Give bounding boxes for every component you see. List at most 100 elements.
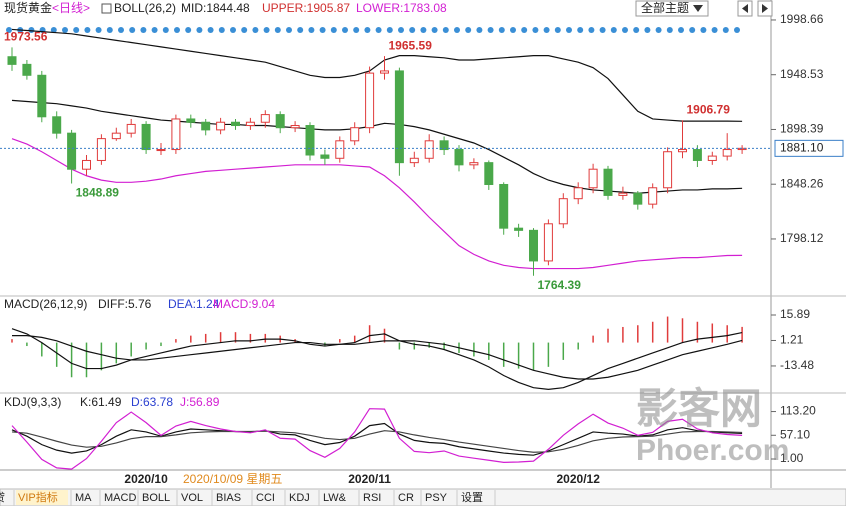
price-annotation: 1764.39 <box>538 278 582 292</box>
tab[interactable]: LW& <box>323 492 347 504</box>
marker-dot <box>554 27 561 33</box>
tab[interactable]: 设置 <box>461 491 483 504</box>
watermark-site: Phoer.com <box>636 434 789 467</box>
candle-body <box>82 159 91 170</box>
marker-dot <box>510 27 516 33</box>
candle-body <box>350 127 360 142</box>
tab[interactable]: CCI <box>256 492 275 504</box>
boll-line <box>11 138 743 270</box>
marker-dot <box>308 27 315 33</box>
candle-body <box>111 132 121 140</box>
marker-dot <box>342 27 348 33</box>
candle-body <box>618 192 628 196</box>
candle-body <box>320 154 330 159</box>
candle-body <box>260 114 270 123</box>
cursor-date: 2020/10/09 星期五 <box>183 472 282 486</box>
tab[interactable]: KDJ <box>289 492 310 504</box>
tab[interactable]: CR <box>398 492 414 504</box>
theme-dropdown[interactable] <box>635 0 709 17</box>
candle-body <box>126 123 136 134</box>
candle-body <box>737 147 747 151</box>
marker-dot <box>84 27 91 33</box>
candle-body <box>394 70 404 164</box>
y-tick-label: 1.00 <box>780 451 804 465</box>
marker-dot <box>577 27 584 33</box>
indicator-value: DEA:1.24 <box>168 297 220 311</box>
x-tick-label: 2020/10 <box>124 472 168 486</box>
dropdown-arrow <box>693 5 703 12</box>
candle-body <box>573 187 583 200</box>
marker-dot <box>174 27 180 33</box>
marker-dot <box>487 27 494 33</box>
tab[interactable]: MA <box>75 492 92 504</box>
marker-dot <box>106 27 113 33</box>
candle-body <box>7 56 17 65</box>
marker-dot <box>655 27 662 33</box>
candle-body <box>380 70 389 74</box>
marker-dot <box>95 27 102 33</box>
indicator-checkbox[interactable] <box>101 3 112 14</box>
tab[interactable]: RSI <box>363 492 381 504</box>
watermark-brand: 影客网 <box>636 385 762 432</box>
candle-body <box>67 132 77 170</box>
candle-body <box>52 116 62 134</box>
tab[interactable]: BIAS <box>216 492 241 504</box>
candle-body <box>424 140 434 159</box>
panel-title: MACD(26,12,9) <box>4 297 87 311</box>
candle-body <box>305 125 315 156</box>
candle-body <box>603 168 613 196</box>
marker-dot <box>454 27 460 33</box>
y-tick-label: 1.21 <box>780 333 804 347</box>
marker-dot <box>599 27 606 33</box>
candle-body <box>156 149 166 152</box>
header-text: BOLL(26,2) <box>114 1 176 15</box>
candle-body <box>171 118 181 151</box>
price-annotation: 1973.56 <box>4 30 48 44</box>
candle-body <box>409 157 419 164</box>
marker-dot <box>678 27 684 33</box>
marker-dot <box>700 27 707 33</box>
boll-line <box>11 99 743 194</box>
tab[interactable]: PSY <box>425 492 448 504</box>
tab[interactable]: 贷 <box>0 490 5 504</box>
marker-dot <box>532 27 539 33</box>
kdj-line <box>11 422 743 456</box>
header-text: UPPER:1905.87 <box>262 1 350 15</box>
candle-body <box>245 121 255 127</box>
marker-dot <box>498 27 505 33</box>
candle-body <box>186 118 196 123</box>
marker-dot <box>230 27 236 33</box>
marker-dot <box>644 27 651 33</box>
marker-dot <box>689 27 696 33</box>
theme-dropdown-label[interactable]: 全部主题 <box>641 0 689 15</box>
tab[interactable]: VIP指标 <box>18 490 58 504</box>
price-annotation: 1848.89 <box>76 186 120 200</box>
marker-dot <box>566 27 572 33</box>
marker-dot <box>722 27 729 33</box>
price-annotation: 1965.59 <box>389 38 433 52</box>
marker-dot <box>375 27 382 33</box>
marker-dot <box>6 27 12 33</box>
candle-body <box>633 192 643 205</box>
marker-dot <box>297 27 304 33</box>
tab[interactable]: VOL <box>181 492 203 504</box>
marker-dot <box>666 27 673 33</box>
y-tick-label: -13.48 <box>780 358 814 372</box>
tab[interactable]: MACD <box>104 492 136 504</box>
marker-dot <box>431 27 438 33</box>
price-annotation: 1906.79 <box>687 102 731 116</box>
candle-body <box>22 63 32 76</box>
candle-body <box>558 198 568 225</box>
indicator-value: DIFF:5.76 <box>98 297 152 311</box>
macd-line <box>12 335 743 380</box>
last-price-box <box>774 139 844 157</box>
marker-dot <box>286 27 292 33</box>
tab[interactable]: BOLL <box>142 492 170 504</box>
marker-dot <box>543 27 550 33</box>
candle-body <box>365 72 375 129</box>
tab-highlight <box>16 490 68 505</box>
indicator-value: J:56.89 <box>180 395 220 409</box>
marker-dot <box>476 27 483 33</box>
nav-arrow <box>742 4 748 13</box>
marker-dot <box>622 27 628 33</box>
